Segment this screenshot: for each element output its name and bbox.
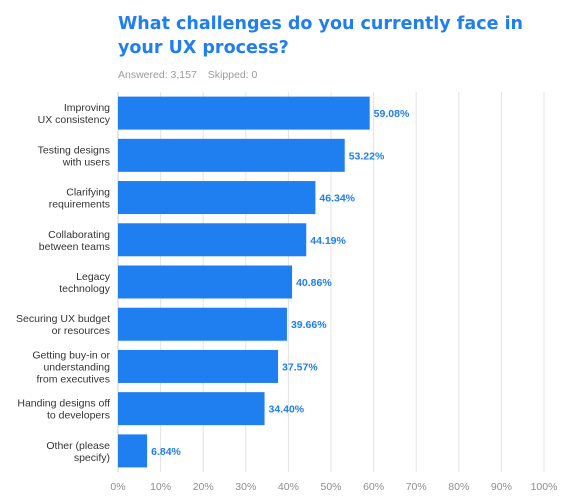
x-tick-label: 80% <box>448 481 469 493</box>
category-label-line: to developers <box>47 410 110 422</box>
category-label-line: between teams <box>39 241 110 253</box>
category-label-line: requirements <box>49 199 110 211</box>
category-label-line: Handing designs off <box>17 398 110 410</box>
chart-title: What challenges do you currently face in… <box>118 14 524 58</box>
response-summary: Answered: 3,157 Skipped: 0 <box>118 69 265 81</box>
bar <box>118 434 148 468</box>
category-label: Clarifying requirements <box>49 187 110 211</box>
category-label-line: Clarifying <box>66 187 110 199</box>
x-tick-label: 90% <box>491 481 512 493</box>
category-label: Handing designs off to developers <box>17 398 110 422</box>
category-label-line: Securing UX budget <box>16 313 110 325</box>
category-label-line: UX consistency <box>38 114 111 126</box>
category-label-line: Legacy <box>76 271 111 283</box>
bar <box>118 349 279 383</box>
category-label: Securing UX budget or resources <box>16 313 110 337</box>
bar-value-label: 59.08% <box>374 108 410 120</box>
bar <box>118 96 370 130</box>
category-label: Legacy technology <box>59 271 111 295</box>
category-label-line: from executives <box>36 373 110 385</box>
category-label-line: understanding <box>43 361 110 373</box>
category-label: Collaborating between teams <box>39 229 110 253</box>
bar <box>118 392 265 426</box>
x-tick-label: 70% <box>406 481 427 493</box>
x-tick-label: 50% <box>320 481 341 493</box>
category-label-line: specify) <box>74 452 110 464</box>
bar-value-label: 6.84% <box>151 446 181 458</box>
category-label-line: Other (please <box>46 440 110 452</box>
skipped-count: Skipped: 0 <box>207 69 258 81</box>
x-tick-label: 20% <box>193 481 214 493</box>
x-tick-label: 0% <box>110 481 125 493</box>
bar <box>118 307 287 341</box>
x-tick-label: 10% <box>150 481 171 493</box>
bar-value-label: 53.22% <box>349 150 385 162</box>
bar-value-label: 40.86% <box>296 277 332 289</box>
bar <box>118 223 307 257</box>
bar-value-label: 37.57% <box>282 361 318 373</box>
category-label-line: with users <box>62 156 110 168</box>
category-label-line: or resources <box>52 325 110 337</box>
category-label: Testing designs with users <box>38 144 110 168</box>
bar <box>118 181 316 215</box>
x-tick-label: 40% <box>278 481 299 493</box>
category-label-line: Testing designs <box>38 144 110 156</box>
bar <box>118 138 345 172</box>
x-tick-label: 30% <box>235 481 256 493</box>
bar-value-label: 39.66% <box>291 319 327 331</box>
category-label: Getting buy-in or understanding from execu… <box>32 349 110 385</box>
category-label: Improving UX consistency <box>38 102 111 126</box>
x-tick-label: 100% <box>531 481 558 493</box>
x-tick-label: 60% <box>363 481 384 493</box>
category-label-line: technology <box>59 283 111 295</box>
bar-value-label: 44.19% <box>310 235 346 247</box>
category-label-line: Getting buy-in or <box>32 349 110 361</box>
answered-count: Answered: 3,157 <box>118 69 197 81</box>
bar-value-label: 46.34% <box>319 193 355 205</box>
category-label-line: Collaborating <box>48 229 110 241</box>
category-label-line: Improving <box>64 102 110 114</box>
category-label: Other (please specify) <box>46 440 110 464</box>
bar <box>118 265 293 299</box>
bar-value-label: 34.40% <box>269 404 305 416</box>
